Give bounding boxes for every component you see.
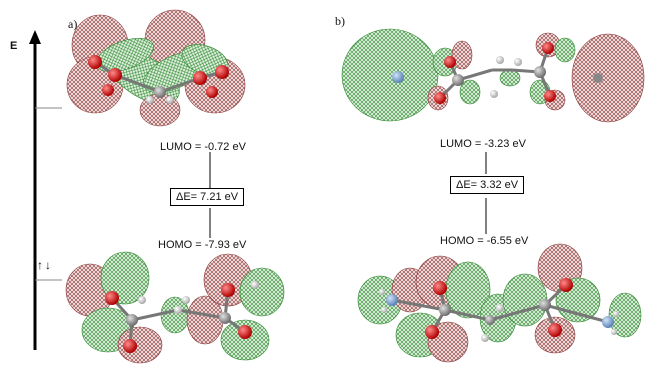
energy-axis-label: E — [10, 40, 18, 52]
panel-a-homo-label: HOMO = -7.93 eV — [158, 239, 247, 251]
energy-axis — [29, 30, 62, 350]
panel-b-homo-label: HOMO = -6.55 eV — [440, 235, 529, 247]
panel-b-lumo-orbital — [341, 28, 645, 123]
panel-b-letter: b) — [335, 14, 345, 28]
panel-b-homo-orbital — [357, 243, 642, 363]
spin-arrows: ↑↓ — [37, 258, 53, 272]
panel-a-lumo-orbital — [66, 9, 246, 127]
panel-a-lumo-label: LUMO = -0.72 eV — [160, 141, 246, 153]
panel-a-letter: a) — [68, 17, 78, 31]
panel-a-gap-box: ΔE= 7.21 eV — [170, 188, 245, 206]
panel-b-lumo-label: LUMO = -3.23 eV — [440, 138, 526, 150]
panel-a-homo-orbital — [65, 251, 285, 364]
panel-b-gap-box: ΔE= 3.32 eV — [450, 176, 525, 194]
